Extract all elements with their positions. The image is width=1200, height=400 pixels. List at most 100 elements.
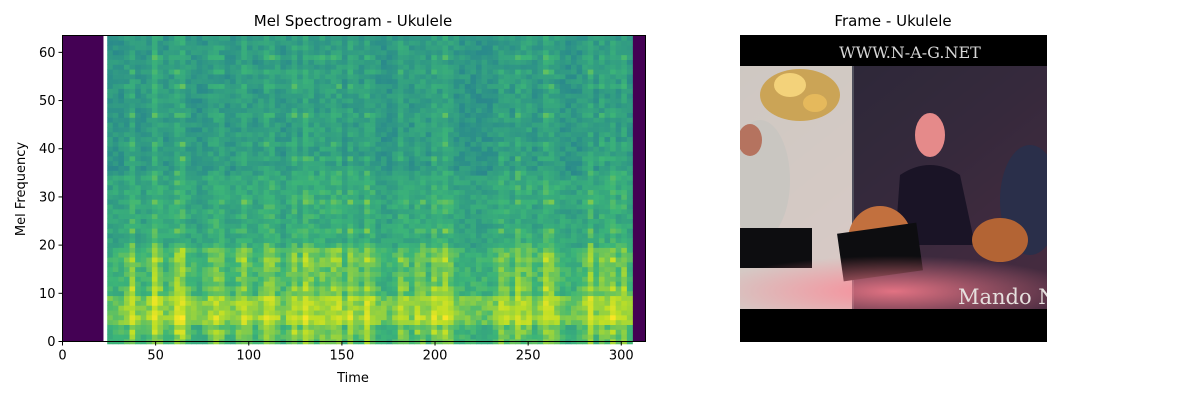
heatmap-cell bbox=[308, 40, 315, 46]
heatmap-cell bbox=[112, 40, 119, 46]
heatmap-cell bbox=[442, 223, 449, 229]
heatmap-cell bbox=[280, 117, 287, 123]
heatmap-cell bbox=[258, 223, 265, 229]
heatmap-cell bbox=[135, 189, 142, 195]
heatmap-cell bbox=[381, 223, 387, 229]
heatmap-cell bbox=[341, 112, 348, 118]
heatmap-cell bbox=[448, 64, 455, 70]
heatmap-cell bbox=[459, 252, 466, 258]
heatmap-cell bbox=[358, 88, 365, 94]
heatmap-cell bbox=[218, 74, 225, 80]
heatmap-cell bbox=[347, 98, 354, 104]
heatmap-cell bbox=[464, 208, 471, 215]
heatmap-cell bbox=[308, 242, 315, 248]
heatmap-cell bbox=[112, 189, 119, 195]
heatmap-cell bbox=[319, 127, 326, 133]
heatmap-cell bbox=[269, 305, 276, 311]
heatmap-cell bbox=[146, 122, 153, 128]
heatmap-cell bbox=[157, 69, 164, 75]
heatmap-cell bbox=[397, 69, 404, 75]
heatmap-cell bbox=[235, 242, 242, 248]
heatmap-cell bbox=[358, 59, 365, 65]
heatmap-cell bbox=[280, 329, 287, 335]
heatmap-cell bbox=[487, 102, 494, 109]
heatmap-cell bbox=[476, 237, 482, 244]
heatmap-cell bbox=[151, 107, 158, 113]
heatmap-cell bbox=[470, 266, 477, 272]
heatmap-cell bbox=[151, 237, 158, 244]
heatmap-cell bbox=[286, 122, 293, 128]
heatmap-cell bbox=[269, 54, 276, 60]
heatmap-cell bbox=[448, 107, 455, 113]
heatmap-cell bbox=[218, 305, 225, 311]
heatmap-cell bbox=[163, 295, 170, 301]
heatmap-cell bbox=[420, 165, 427, 171]
heatmap-cell bbox=[386, 112, 393, 118]
heatmap-cell bbox=[330, 276, 337, 282]
heatmap-cell bbox=[375, 261, 382, 268]
heatmap-cell bbox=[135, 233, 142, 239]
heatmap-cell bbox=[448, 242, 455, 248]
heatmap-cell bbox=[202, 64, 209, 70]
heatmap-cell bbox=[537, 151, 544, 157]
heatmap-cell bbox=[531, 266, 538, 272]
heatmap-cell bbox=[118, 237, 125, 244]
heatmap-cell bbox=[230, 189, 237, 195]
heatmap-cell bbox=[420, 213, 427, 219]
heatmap-cell bbox=[207, 146, 214, 152]
heatmap-cell bbox=[408, 314, 415, 321]
heatmap-cell bbox=[503, 102, 510, 109]
heatmap-cell bbox=[163, 117, 170, 123]
heatmap-cell bbox=[230, 194, 237, 200]
heatmap-cell bbox=[476, 175, 482, 181]
heatmap-cell bbox=[112, 151, 119, 157]
heatmap-cell bbox=[168, 160, 175, 166]
heatmap-cell bbox=[218, 310, 225, 316]
heatmap-cell bbox=[353, 45, 360, 51]
heatmap-cell bbox=[364, 310, 371, 316]
heatmap-cell bbox=[246, 257, 253, 263]
heatmap-cell bbox=[397, 107, 404, 113]
heatmap-cell bbox=[207, 208, 214, 215]
heatmap-cell bbox=[135, 88, 142, 94]
heatmap-cell bbox=[118, 204, 125, 210]
heatmap-cell bbox=[313, 112, 320, 118]
heatmap-cell bbox=[520, 40, 527, 46]
heatmap-cell bbox=[364, 88, 371, 94]
heatmap-cell bbox=[224, 261, 231, 268]
heatmap-cell bbox=[302, 122, 309, 128]
heatmap-cell bbox=[381, 102, 387, 109]
heatmap-cell bbox=[531, 74, 538, 80]
heatmap-cell bbox=[347, 83, 354, 89]
heatmap-cell bbox=[397, 233, 404, 239]
heatmap-cell bbox=[196, 261, 203, 268]
heatmap-cell bbox=[207, 252, 214, 258]
heatmap-cell bbox=[112, 290, 119, 297]
heatmap-cell bbox=[140, 131, 147, 138]
heatmap-cell bbox=[112, 184, 119, 191]
heatmap-cell bbox=[135, 310, 142, 316]
heatmap-cell bbox=[174, 271, 181, 277]
heatmap-cell bbox=[196, 233, 203, 239]
heatmap-cell bbox=[140, 98, 147, 104]
heatmap-cell bbox=[397, 189, 404, 195]
heatmap-cell bbox=[218, 247, 225, 253]
heatmap-cell bbox=[252, 257, 259, 263]
heatmap-cell bbox=[531, 117, 538, 123]
heatmap-cell bbox=[218, 88, 225, 94]
heatmap-cell bbox=[431, 204, 438, 210]
heatmap-cell bbox=[498, 98, 505, 104]
heatmap-cell bbox=[107, 102, 114, 109]
heatmap-cell bbox=[459, 141, 466, 147]
heatmap-cell bbox=[487, 88, 494, 94]
heatmap-cell bbox=[341, 35, 348, 41]
heatmap-cell bbox=[280, 64, 287, 70]
heatmap-cell bbox=[135, 305, 142, 311]
heatmap-cell bbox=[364, 93, 371, 99]
heatmap-cell bbox=[481, 314, 488, 321]
heatmap-cell bbox=[140, 204, 147, 210]
heatmap-cell bbox=[297, 151, 304, 157]
heatmap-cell bbox=[168, 295, 175, 301]
heatmap-cell bbox=[364, 319, 371, 325]
heatmap-cell bbox=[246, 102, 253, 109]
